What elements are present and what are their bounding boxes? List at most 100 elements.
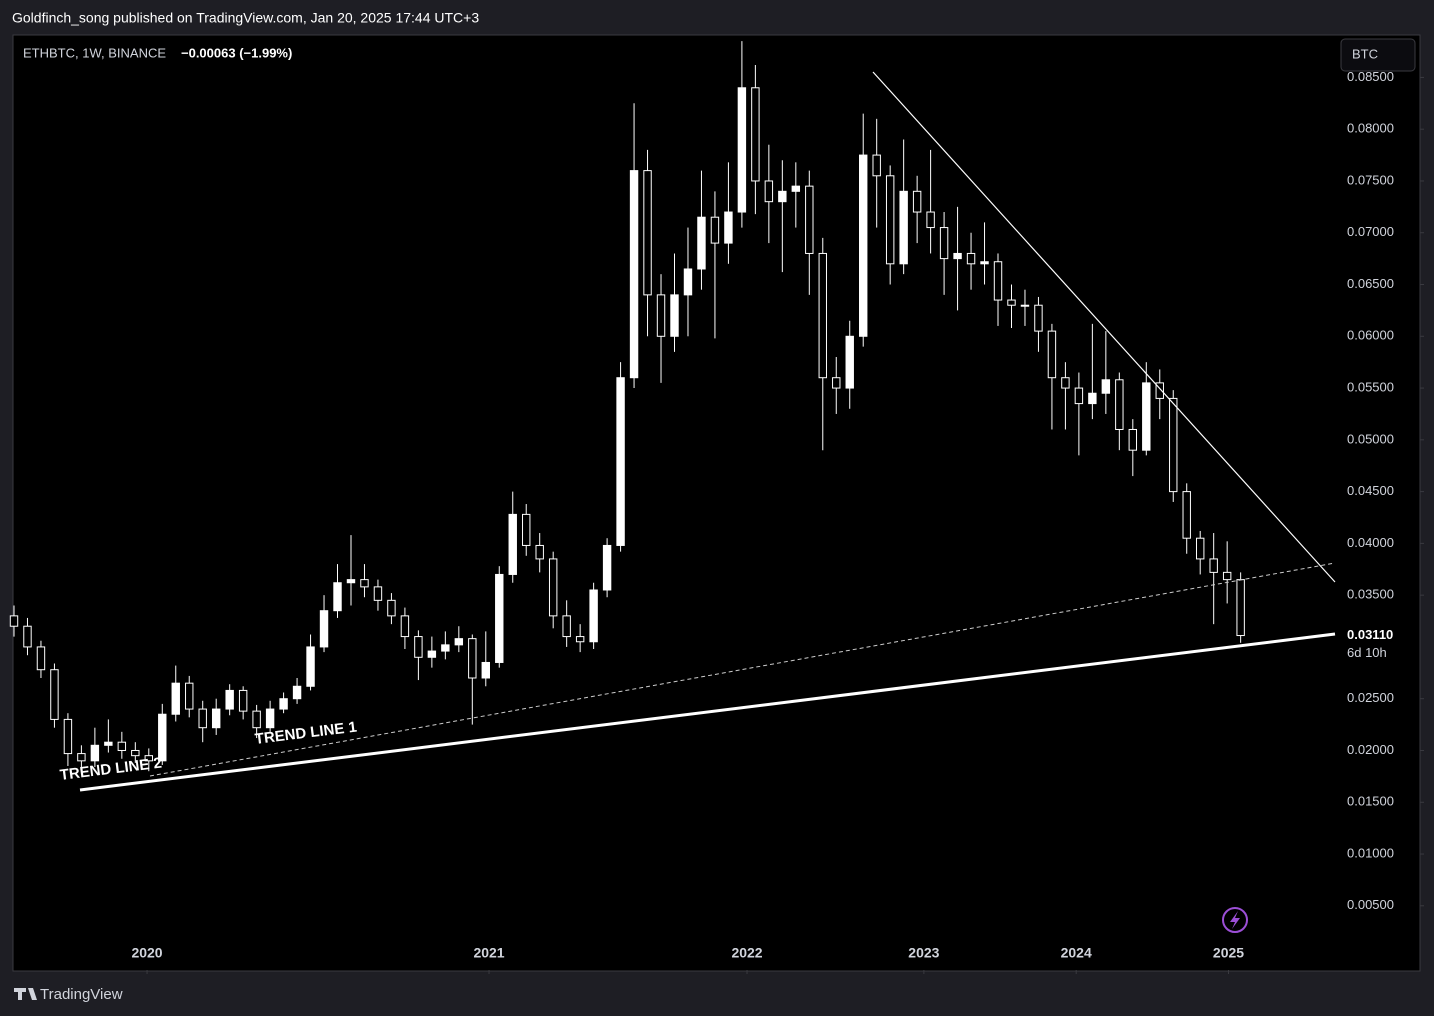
x-tick-label: 2020 — [131, 945, 162, 961]
tv-logo — [14, 988, 37, 1000]
x-tick-label: 2024 — [1061, 945, 1092, 961]
candle-body — [602, 544, 612, 591]
y-tick-label: 0.01500 — [1347, 794, 1394, 809]
candle-body — [198, 708, 207, 729]
candle-body — [859, 154, 868, 337]
candle-body — [1034, 304, 1043, 332]
x-tick-label: 2023 — [908, 945, 939, 961]
candle-body — [131, 749, 140, 757]
y-tick-label: 0.02500 — [1347, 690, 1394, 705]
y-tick-label: 0.06500 — [1347, 276, 1394, 291]
marks: 0.00500 0.01000 0.01500 0.02000 0.02500 0.035… — [9, 41, 1424, 974]
candle-body — [751, 87, 760, 182]
y-tick-label: 0.04500 — [1347, 483, 1394, 498]
candle-body — [670, 294, 679, 337]
candle-body — [966, 252, 976, 265]
candle-body — [1088, 392, 1097, 405]
candle-body — [548, 558, 558, 617]
currency-button[interactable] — [1340, 38, 1416, 72]
candle-body — [292, 685, 302, 700]
descending-trend-line — [872, 71, 1336, 583]
candle-body — [319, 610, 329, 648]
candle-body — [1142, 382, 1151, 451]
footer-brand: TradingView — [40, 986, 123, 1003]
candle-body — [1222, 571, 1232, 581]
y-tick-label: 0.06000 — [1347, 328, 1394, 343]
candle-body — [832, 377, 841, 389]
candle-body — [279, 698, 288, 710]
candle-body — [158, 713, 167, 762]
x-tick-label: 2025 — [1213, 945, 1244, 961]
plot-area — [12, 34, 1421, 972]
y-tick-label: 0.04000 — [1347, 535, 1394, 550]
candle-body — [710, 216, 720, 244]
candle-body — [63, 718, 73, 755]
price-change: −0.00063 (−1.99%) — [181, 45, 292, 60]
y-tick-label: 0.07000 — [1347, 224, 1394, 239]
candle-body — [575, 636, 585, 643]
candle-body — [805, 185, 814, 254]
candle-body — [845, 335, 854, 389]
candle-body — [508, 513, 517, 575]
candle-body — [117, 741, 127, 751]
support-trend-line — [79, 632, 1336, 792]
candle-body — [225, 689, 234, 710]
candle-body — [791, 185, 801, 192]
candle-body — [1155, 382, 1164, 399]
candle-body — [993, 261, 1003, 301]
y-tick-label: 0.02000 — [1347, 742, 1394, 757]
y-tick-label: 0.05500 — [1347, 379, 1394, 394]
y-tick-label: 0.01000 — [1347, 845, 1394, 860]
candle-body — [481, 661, 490, 679]
candle-body — [1101, 379, 1111, 394]
candle-body — [400, 615, 410, 638]
publish-info: Goldfinch_song published on TradingView.… — [12, 10, 479, 26]
x-tick-label: 2021 — [473, 945, 504, 961]
dashed-trend-line — [149, 562, 1336, 777]
currency-label: BTC — [1352, 46, 1378, 61]
candle-body — [346, 579, 356, 584]
candle-body — [185, 682, 194, 710]
candle-body — [1128, 428, 1138, 451]
candle-body — [454, 638, 464, 646]
candle-body — [926, 211, 935, 229]
y-tick-label: 0.03500 — [1347, 587, 1394, 602]
candle-body — [562, 615, 571, 638]
candle-body — [265, 708, 275, 729]
candle-body — [1007, 299, 1016, 306]
y-tick-label: 0.07500 — [1347, 172, 1394, 187]
candle-body — [1020, 304, 1030, 307]
candle-body — [522, 513, 531, 546]
candle-body — [1182, 491, 1191, 539]
candle-body — [724, 211, 733, 244]
candle-body — [980, 261, 989, 265]
last-price-label: 0.03110 — [1347, 627, 1393, 642]
candle-body — [535, 544, 544, 560]
candle-body — [211, 708, 221, 729]
candle-body — [333, 582, 342, 612]
candle-body — [589, 589, 598, 643]
candle-body — [885, 175, 895, 265]
candle-body — [1195, 537, 1205, 560]
candle-body — [1236, 579, 1245, 637]
candle-body — [818, 252, 827, 379]
candle-body — [306, 646, 315, 687]
candle-body — [629, 170, 639, 379]
candle-body — [495, 573, 504, 663]
y-tick-label: 0.08500 — [1347, 69, 1394, 84]
candle-body — [50, 669, 59, 720]
candle-body — [939, 227, 949, 260]
candle-body — [36, 646, 46, 671]
candle-body — [104, 741, 113, 746]
candle-body — [90, 744, 100, 762]
candle-body — [252, 710, 261, 729]
candle-body — [643, 170, 652, 296]
candle-body — [1209, 558, 1218, 573]
candle-body — [778, 190, 787, 203]
candle-body — [1061, 377, 1070, 389]
candle-body — [764, 180, 774, 203]
candle-body — [238, 689, 248, 712]
alert-icon[interactable] — [1222, 907, 1248, 933]
candle-body — [737, 87, 747, 213]
